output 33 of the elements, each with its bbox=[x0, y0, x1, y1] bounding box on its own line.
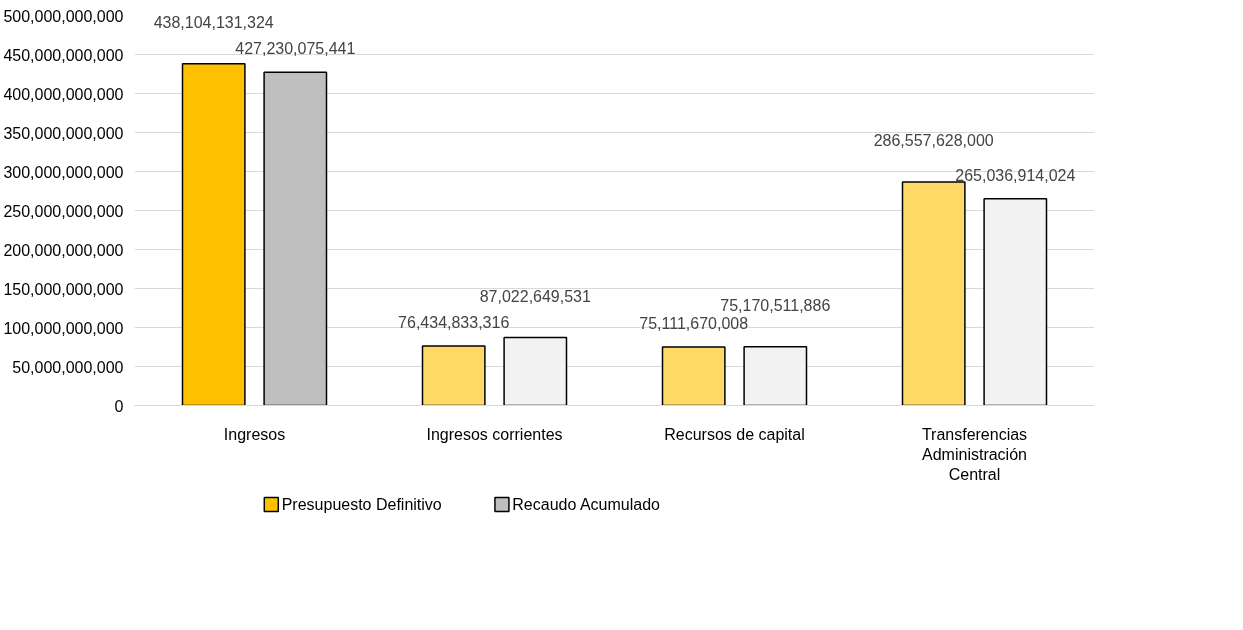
data-label: 265,036,914,024 bbox=[955, 166, 1076, 184]
y-tick-label: 300,000,000,000 bbox=[3, 163, 124, 181]
data-label: 438,104,131,324 bbox=[153, 13, 274, 31]
y-tick-label: 450,000,000,000 bbox=[3, 46, 124, 64]
y-tick-label: 400,000,000,000 bbox=[3, 85, 124, 103]
y-tick-label: 200,000,000,000 bbox=[3, 241, 124, 259]
bar bbox=[263, 71, 328, 406]
bar bbox=[181, 63, 246, 406]
y-tick-label: 350,000,000,000 bbox=[3, 124, 124, 142]
x-tick-label: Recursos de capital bbox=[664, 425, 805, 443]
x-tick-label: Ingresos bbox=[223, 425, 286, 443]
bar bbox=[901, 181, 966, 406]
y-tick-label: 50,000,000,000 bbox=[12, 358, 124, 376]
bar bbox=[503, 336, 568, 406]
data-label: 87,022,649,531 bbox=[479, 287, 592, 305]
bar bbox=[661, 346, 726, 406]
bar bbox=[983, 198, 1048, 406]
y-tick-label: 250,000,000,000 bbox=[3, 202, 124, 220]
data-label: 427,230,075,441 bbox=[235, 40, 356, 58]
bar bbox=[421, 345, 486, 406]
data-label: 75,111,670,008 bbox=[639, 314, 749, 332]
data-label: 76,434,833,316 bbox=[398, 313, 510, 331]
y-tick-label: 150,000,000,000 bbox=[3, 280, 124, 298]
y-tick-label: 100,000,000,000 bbox=[3, 319, 124, 337]
x-tick-label: Ingresos corrientes bbox=[426, 425, 563, 443]
legend-label: Recaudo Acumulado bbox=[512, 496, 661, 513]
y-tick-label: 500,000,000,000 bbox=[3, 7, 124, 25]
y-tick-label: 0 bbox=[114, 397, 124, 415]
bar bbox=[743, 346, 808, 406]
legend-label: Presupuesto Definitivo bbox=[281, 496, 442, 513]
x-tick-label: Transferencias Administración Central bbox=[921, 425, 1028, 484]
data-label: 75,170,511,886 bbox=[720, 296, 831, 314]
data-label: 286,557,628,000 bbox=[873, 131, 994, 149]
